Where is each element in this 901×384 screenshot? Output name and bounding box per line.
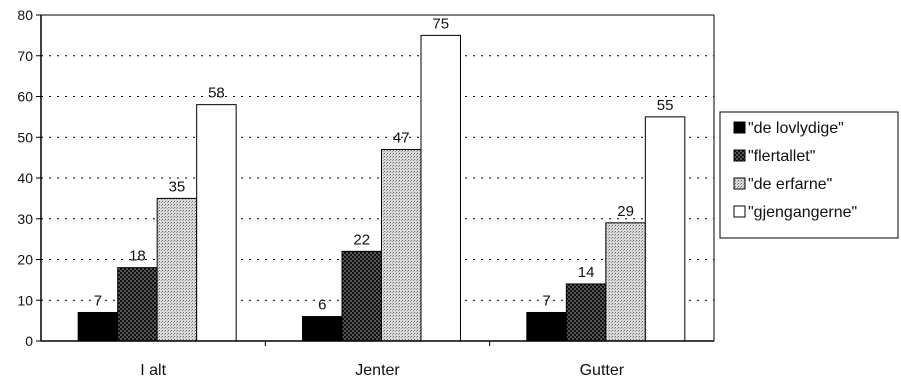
bar	[156, 197, 198, 342]
data-label: 7	[542, 292, 550, 309]
data-label: 75	[432, 15, 449, 32]
data-label: 7	[94, 292, 102, 309]
data-labels: 7 18 35 58 6 22 47 75 7 14 29 55	[94, 15, 674, 313]
grid-lines	[41, 55, 714, 301]
bar	[196, 104, 237, 342]
bar	[117, 267, 158, 342]
data-label: 6	[318, 297, 326, 314]
x-category-label: Jenter	[355, 362, 400, 379]
data-label: 18	[129, 248, 146, 265]
y-tick-label: 50	[17, 129, 33, 145]
bar	[77, 311, 119, 342]
legend-box	[719, 111, 899, 239]
y-tick-label: 10	[17, 292, 33, 308]
y-tick-label: 70	[17, 48, 33, 64]
x-category-label: Gutter	[580, 362, 625, 379]
legend-label: "gjengangerne"	[748, 204, 857, 221]
data-label: 29	[617, 203, 634, 220]
data-label: 22	[353, 231, 370, 248]
y-tick-label: 30	[17, 211, 33, 227]
legend: "de lovlydige" "flertallet" "de erfarne" "g…	[719, 111, 899, 239]
bar	[381, 148, 422, 342]
legend-swatch	[733, 177, 746, 190]
bar	[302, 316, 343, 342]
data-label: 58	[208, 85, 225, 102]
bar	[526, 311, 567, 342]
bar	[605, 222, 646, 342]
bar	[420, 34, 461, 342]
x-category-label: I alt	[140, 362, 166, 379]
data-label: 14	[578, 264, 595, 281]
legend-label: "de erfarne"	[748, 176, 832, 193]
data-label: 35	[169, 178, 186, 195]
data-label: 55	[657, 97, 674, 114]
legend-label: "flertallet"	[748, 148, 815, 165]
axes: 0 10 20 30 40 50 60 70 80 I alt Jenter Gutter	[17, 7, 715, 379]
data-label: 47	[393, 129, 410, 146]
bar	[644, 116, 686, 342]
bar	[565, 283, 607, 342]
bars	[77, 34, 686, 342]
y-tick-label: 40	[17, 170, 33, 186]
legend-swatch	[733, 149, 746, 162]
legend-label: "de lovlydige"	[748, 120, 844, 137]
y-tick-label: 60	[17, 89, 33, 105]
y-tick-label: 20	[17, 252, 33, 268]
y-tick-label: 0	[25, 333, 33, 349]
y-tick-label: 80	[17, 7, 33, 23]
bar	[341, 250, 382, 342]
legend-swatch	[733, 205, 746, 218]
legend-swatch	[733, 121, 746, 134]
